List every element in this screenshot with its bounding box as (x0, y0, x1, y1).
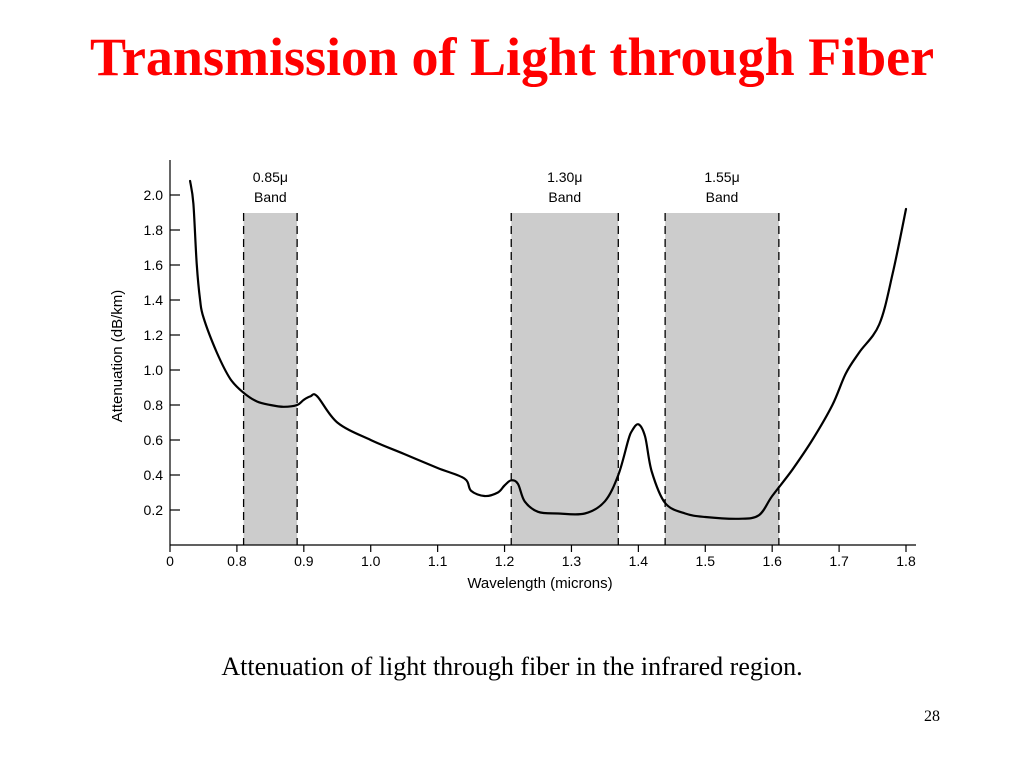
y-tick-label: 2.0 (144, 187, 164, 203)
band-label-wavelength: 1.30μ (547, 169, 582, 185)
x-tick-label: 1.2 (495, 553, 515, 569)
band-label-band: Band (254, 189, 287, 205)
y-tick-label: 0.6 (144, 432, 164, 448)
y-axis-label: Attenuation (dB/km) (109, 290, 126, 423)
axes-layer (169, 160, 916, 546)
x-tick-label: 1.3 (562, 553, 582, 569)
x-tick-label: 0.8 (227, 553, 247, 569)
x-tick-label: 1.6 (762, 553, 782, 569)
band-region (665, 213, 779, 545)
x-tick-label: 1.7 (829, 553, 849, 569)
band-label-wavelength: 1.55μ (704, 169, 739, 185)
x-tick-label: 1.8 (896, 553, 916, 569)
slide-number: 28 (924, 708, 940, 725)
y-tick-label: 1.6 (144, 257, 164, 273)
band-label-band: Band (548, 189, 581, 205)
band-label-band: Band (706, 189, 739, 205)
y-tick-label: 0.4 (144, 467, 164, 483)
attenuation-curve (189, 179, 908, 520)
slide-caption: Attenuation of light through fiber in th… (221, 652, 803, 681)
x-tick-label: 1.1 (428, 553, 448, 569)
x-tick-label: 0 (166, 553, 174, 569)
attenuation-chart: 0.85μ Band 1.30μ Band 1.55μ Band 0.2 0.4 0.6 0.8… (109, 160, 916, 592)
x-tick-label: 0.9 (294, 553, 314, 569)
y-tick-label: 0.2 (144, 502, 164, 518)
slide-title: Transmission of Light through Fiber (89, 27, 935, 87)
y-tick-label: 0.8 (144, 397, 164, 413)
band-region (243, 213, 298, 545)
x-tick-label: 1.5 (696, 553, 716, 569)
x-axis-label: Wavelength (microns) (467, 575, 612, 592)
y-tick-label: 1.2 (144, 327, 164, 343)
x-tick-label: 1.4 (629, 553, 649, 569)
ticks-layer: 0.2 0.4 0.6 0.8 1.0 1.2 1.4 1.6 1.8 2.0 0 0.8 0.9 1.0… (144, 187, 916, 569)
y-tick-label: 1.0 (144, 362, 164, 378)
band-label-wavelength: 0.85μ (253, 169, 288, 185)
bands-layer: 0.85μ Band 1.30μ Band 1.55μ Band (242, 169, 780, 545)
y-tick-label: 1.4 (144, 292, 164, 308)
band-region (511, 213, 619, 545)
x-tick-label: 1.0 (361, 553, 381, 569)
y-tick-label: 1.8 (144, 222, 164, 238)
